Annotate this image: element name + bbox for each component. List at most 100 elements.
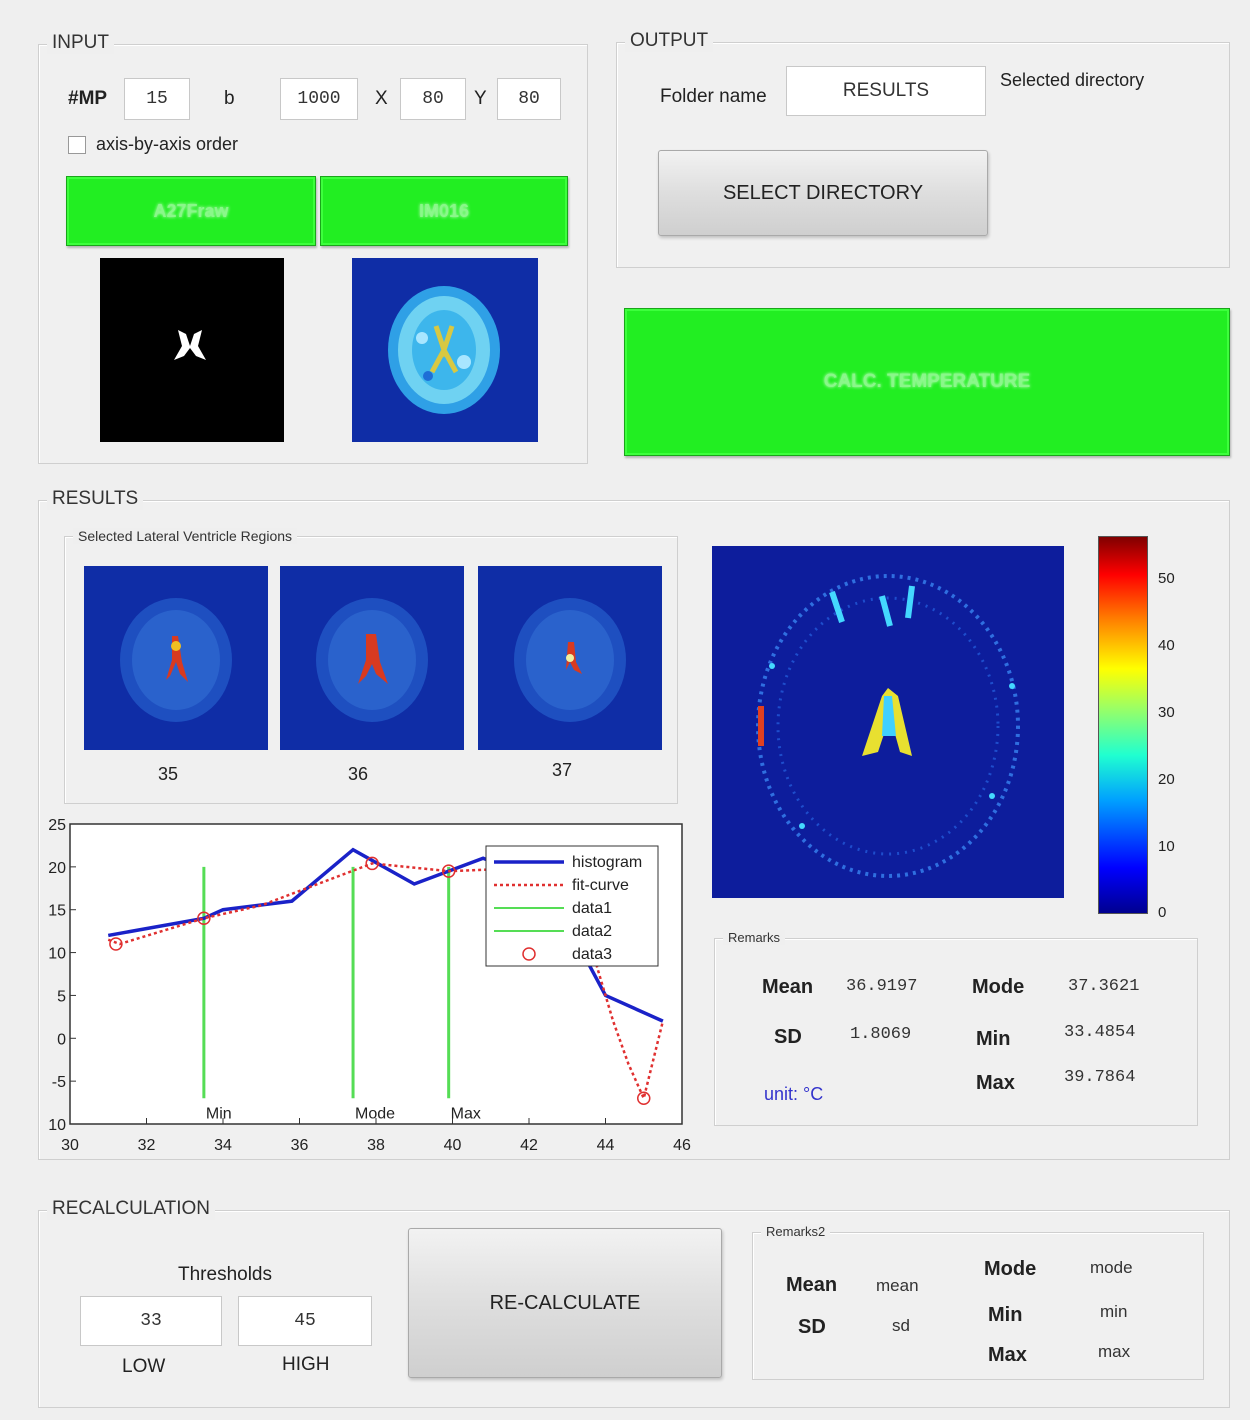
- x-input[interactable]: 80: [400, 78, 466, 120]
- select-directory-button[interactable]: SELECT DIRECTORY: [658, 150, 988, 236]
- remarks-panel: Remarks: [714, 930, 1198, 1126]
- low-threshold-input[interactable]: 33: [80, 1296, 222, 1346]
- remarks2-mean-label: Mean: [786, 1274, 838, 1296]
- sd-label: SD: [774, 1026, 802, 1048]
- remarks2-min-value: min: [1100, 1302, 1128, 1321]
- recalculation-panel-title: RECALCULATION: [47, 1198, 216, 1220]
- b-input[interactable]: 1000: [280, 78, 358, 120]
- y-tick-label: -5: [52, 1074, 66, 1091]
- regions-subpanel-title: Selected Lateral Ventricle Regions: [73, 528, 298, 544]
- y-tick-label: 25: [48, 817, 66, 834]
- y-label: Y: [474, 88, 487, 109]
- x-tick-label: 36: [291, 1137, 309, 1154]
- colorbar-tick-20: 20: [1158, 771, 1175, 788]
- input-panel-title: INPUT: [47, 32, 114, 54]
- low-label: LOW: [122, 1356, 166, 1377]
- high-label: HIGH: [282, 1354, 330, 1375]
- y-tick-label: 0: [57, 1031, 66, 1048]
- legend-box: [485, 845, 659, 967]
- slice-35-label: 35: [158, 764, 179, 784]
- mode-value: 37.3621: [1068, 977, 1140, 996]
- axis-order-checkbox[interactable]: [68, 136, 86, 154]
- marker-label-max: Max: [451, 1105, 481, 1122]
- mask-image: [100, 258, 284, 442]
- marker-label-mode: Mode: [355, 1105, 395, 1122]
- x-label: X: [375, 88, 388, 109]
- y-input[interactable]: 80: [497, 78, 561, 120]
- slice-36-graphic: [316, 598, 428, 722]
- high-threshold-input[interactable]: 45: [238, 1296, 372, 1346]
- min-value: 33.4854: [1064, 1023, 1136, 1042]
- x-tick-label: 38: [367, 1137, 385, 1154]
- results-panel-title: RESULTS: [47, 488, 144, 510]
- folder-name-label: Folder name: [660, 86, 767, 107]
- recalculate-button[interactable]: RE-CALCULATE: [408, 1228, 722, 1378]
- slice-35-image: [84, 566, 268, 750]
- x-tick-label: 30: [61, 1137, 79, 1154]
- ventricle-mask-shape: [174, 330, 206, 360]
- selected-directory-label: Selected directory: [1000, 70, 1145, 90]
- mean-label: Mean: [762, 976, 814, 998]
- x-tick-label: 46: [673, 1137, 691, 1154]
- remarks2-max-label: Max: [988, 1344, 1027, 1366]
- slice-36-label: 36: [348, 764, 369, 784]
- load-raw-button[interactable]: A27Fraw: [66, 176, 316, 246]
- remarks2-mean-value: mean: [876, 1276, 919, 1295]
- remarks2-min-label: Min: [988, 1304, 1023, 1326]
- unit-label: unit: °C: [764, 1084, 824, 1104]
- brain-input-image: [352, 258, 538, 442]
- x-tick-label: 44: [597, 1137, 615, 1154]
- legend-entry-histogram: histogram: [572, 854, 642, 871]
- sd-value: 1.8069: [850, 1025, 912, 1044]
- data3-point: [365, 856, 379, 871]
- x-tick-label: 32: [138, 1137, 156, 1154]
- axis-order-label: axis-by-axis order: [96, 134, 239, 154]
- remarks2-mode-value: mode: [1090, 1258, 1133, 1277]
- remarks2-panel: Remarks2: [752, 1224, 1204, 1380]
- legend-entry-data3: data3: [572, 946, 612, 963]
- y-tick-label: 15: [48, 903, 66, 920]
- slice-37-graphic: [514, 598, 626, 722]
- remarks2-panel-title: Remarks2: [761, 1224, 831, 1239]
- mp-input[interactable]: 15: [124, 78, 190, 120]
- histogram-line: [107, 847, 664, 1023]
- remarks2-sd-label: SD: [798, 1316, 826, 1338]
- min-label: Min: [976, 1028, 1011, 1050]
- brain-input-graphic: [388, 286, 500, 414]
- x-tick-label: 40: [444, 1137, 462, 1154]
- folder-name-input[interactable]: RESULTS: [786, 66, 986, 116]
- remarks-panel-title: Remarks: [723, 930, 786, 945]
- max-label: Max: [976, 1072, 1015, 1094]
- temperature-map-image: [712, 546, 1064, 898]
- b-label: b: [224, 88, 235, 109]
- remarks2-mode-label: Mode: [984, 1258, 1037, 1280]
- legend-entry-data1: data1: [572, 900, 612, 917]
- slice-35-graphic: [120, 598, 232, 722]
- histogram-chart: 30 32 34 36 38 40 42 44 46 25 20 15 10 5 0 -5 10 Min Mode…: [48, 817, 691, 1154]
- slice-37-image: [478, 566, 662, 750]
- legend-swatch: [522, 947, 536, 961]
- colorbar-tick-40: 40: [1158, 637, 1175, 654]
- axis-ticks: 30 32 34 36 38 40 42 44 46 25 20 15 10 5 0 -5 10: [48, 817, 691, 1154]
- mean-value: 36.9197: [846, 977, 918, 996]
- slice-36-image: [280, 566, 464, 750]
- chart-legend: histogram fit-curve data1 data2 data3: [485, 845, 659, 967]
- data3-point: [637, 1091, 651, 1106]
- y-tick-label: 5: [57, 988, 66, 1005]
- x-tick-label: 42: [520, 1137, 538, 1154]
- marker-label-min: Min: [206, 1105, 232, 1122]
- data3-point: [109, 937, 123, 951]
- remarks2-sd-value: sd: [892, 1316, 910, 1335]
- colorbar-tick-50: 50: [1158, 570, 1175, 587]
- load-image-button[interactable]: IM016: [320, 176, 568, 246]
- colorbar-tick-0: 0: [1158, 904, 1167, 921]
- y-tick-label: 20: [48, 860, 66, 877]
- calc-temperature-button[interactable]: CALC. TEMPERATURE: [624, 308, 1230, 456]
- mp-label: #MP: [68, 88, 108, 109]
- legend-entry-data2: data2: [572, 923, 612, 940]
- colorbar: [1098, 536, 1148, 914]
- mode-label: Mode: [972, 976, 1025, 998]
- legend-entry-fit-curve: fit-curve: [572, 877, 629, 894]
- data3-point: [197, 911, 211, 926]
- remarks2-max-value: max: [1098, 1342, 1131, 1361]
